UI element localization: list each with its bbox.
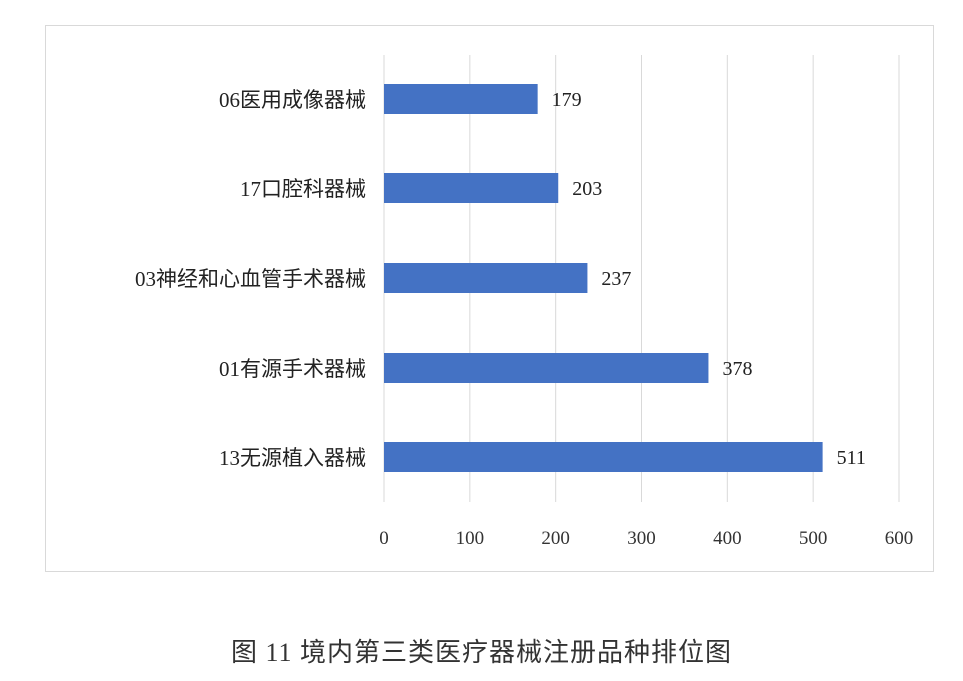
x-tick-label: 500	[799, 528, 828, 549]
x-tick-label: 300	[627, 528, 656, 549]
category-label: 03神经和心血管手术器械	[135, 267, 366, 291]
data-label: 511	[837, 447, 866, 469]
data-label: 378	[722, 358, 752, 380]
category-label: 13无源植入器械	[219, 446, 366, 470]
category-label: 01有源手术器械	[219, 357, 366, 381]
figure-caption: 图 11 境内第三类医疗器械注册品种排位图	[230, 638, 733, 667]
category-label: 06医用成像器械	[219, 88, 366, 112]
chart-frame	[45, 25, 934, 572]
data-label: 237	[601, 268, 631, 290]
bar	[384, 353, 709, 383]
category-label: 17口腔科器械	[240, 177, 366, 201]
x-tick-label: 0	[379, 528, 389, 549]
bar	[384, 173, 559, 203]
x-tick-label: 200	[541, 528, 570, 549]
data-label: 203	[572, 178, 602, 200]
bar	[384, 84, 538, 114]
x-tick-label: 600	[885, 528, 914, 549]
x-tick-label: 400	[713, 528, 742, 549]
data-label: 179	[552, 89, 582, 111]
bar	[384, 442, 823, 472]
bar-chart: 0 100 200 300 400 500 600 179 06医用成像器械 203 17口腔科器械…	[135, 55, 914, 549]
bar	[384, 263, 588, 293]
x-tick-label: 100	[456, 528, 485, 549]
